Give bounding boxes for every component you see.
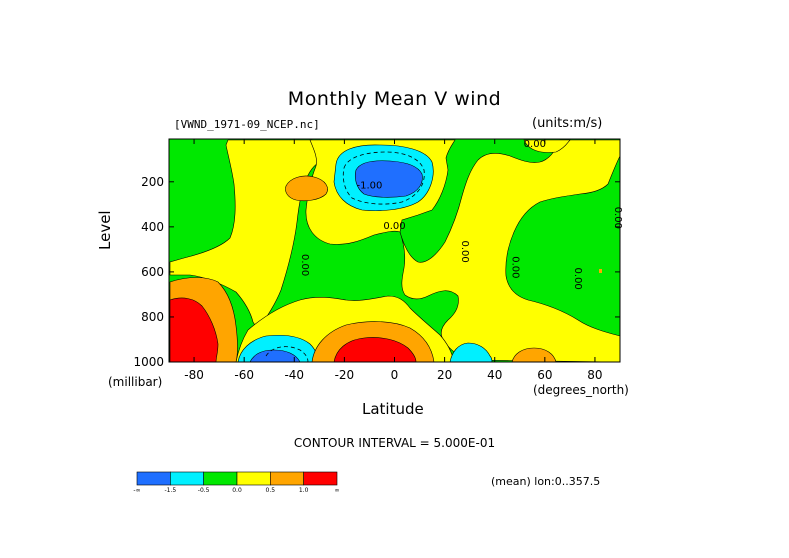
red-region-antarctic — [169, 297, 219, 363]
yellow-region-center-lower — [399, 139, 621, 363]
colorbar-label: -∞ — [133, 487, 140, 494]
contour-label: 0.00 — [383, 221, 405, 232]
x-tick-label: -80 — [184, 368, 204, 382]
y-axis-ticks: 200 400 600 800 1000 — [133, 175, 620, 369]
colorbar-swatch — [203, 471, 238, 486]
contour-label: 0.00 — [459, 240, 470, 262]
dashed-contour-1 — [342, 151, 425, 205]
y-tick-label: 600 — [141, 265, 164, 279]
contour-labels: 0.00 -1.00 0.00 0.00 0.00 0.00 0.00 0.00 — [299, 139, 623, 290]
red-region-equatorial-low — [333, 337, 417, 363]
mean-longitude-note: (mean) lon:0..357.5 — [491, 475, 601, 488]
colorbar: -∞ -1.5 -0.5 0.0 0.5 1.0 ∞ — [133, 471, 340, 494]
blue-region-south-low — [249, 349, 301, 363]
y-tick-label: 800 — [141, 310, 164, 324]
dataset-label: [VWND_1971-09_NCEP.nc] — [174, 118, 320, 131]
colorbar-label: ∞ — [335, 487, 340, 494]
contour-label: 0.00 — [299, 254, 310, 276]
x-tick-label: 0 — [391, 368, 399, 382]
colorbar-label: 0.5 — [266, 487, 276, 494]
colorbar-swatch — [270, 471, 304, 486]
x-tick-label: 40 — [487, 368, 502, 382]
y-tick-label: 200 — [141, 175, 164, 189]
x-tick-label: 80 — [587, 368, 602, 382]
x-tick-label: -60 — [234, 368, 254, 382]
contour-label: 0.00 — [509, 256, 520, 278]
x-tick-label: -40 — [284, 368, 304, 382]
y-axis-unit: (millibar) — [108, 375, 163, 389]
contour-fills — [169, 139, 621, 363]
yellow-region-right-upper — [523, 139, 571, 153]
units-label: (units:m/s) — [532, 116, 603, 131]
contour-label: 0.00 — [612, 207, 623, 229]
chart-title: Monthly Mean V wind — [287, 88, 502, 110]
x-tick-label: 20 — [437, 368, 452, 382]
x-tick-label: -20 — [335, 368, 355, 382]
negative-contour-lines — [265, 151, 425, 363]
contour-label: 0.00 — [572, 268, 583, 290]
colorbar-label: -0.5 — [198, 487, 210, 494]
colorbar-swatch — [236, 471, 271, 486]
x-tick-label: 60 — [537, 368, 552, 382]
x-axis-unit: (degrees_north) — [533, 383, 629, 397]
colorbar-swatch — [136, 471, 171, 486]
contour-label: -1.00 — [357, 181, 383, 192]
colorbar-swatch — [170, 471, 204, 486]
x-axis-label: Latitude — [362, 400, 424, 418]
orange-spot-right-upper — [599, 269, 602, 273]
x-axis-ticks: -80 -60 -40 -20 0 20 40 60 80 — [184, 139, 603, 382]
y-tick-label: 400 — [141, 220, 164, 234]
blue-region-upper-trough — [354, 160, 423, 198]
dashed-contour-2 — [265, 346, 309, 363]
colorbar-label: 0.0 — [232, 487, 242, 494]
colorbar-swatch — [303, 471, 338, 486]
contour-interval-note: CONTOUR INTERVAL = 5.000E-01 — [293, 436, 496, 450]
contour-label: 0.00 — [524, 139, 546, 150]
cyan-region-tropical-low — [449, 342, 493, 363]
colorbar-label: -1.5 — [164, 487, 176, 494]
colorbar-label: 1.0 — [299, 487, 309, 494]
orange-region-upper-left — [285, 175, 328, 202]
y-tick-label: 1000 — [133, 355, 164, 369]
